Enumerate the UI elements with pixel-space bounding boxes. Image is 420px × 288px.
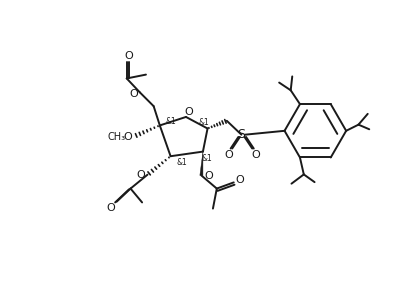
Text: &1: &1: [177, 158, 187, 167]
Text: O: O: [124, 132, 133, 142]
Text: O: O: [136, 170, 145, 181]
Text: O: O: [129, 89, 138, 99]
Text: O: O: [106, 203, 115, 213]
Text: S: S: [237, 128, 245, 141]
Text: &1: &1: [198, 118, 209, 127]
Text: CH₃: CH₃: [108, 132, 126, 142]
Text: O: O: [204, 171, 213, 181]
Text: O: O: [125, 51, 134, 61]
Polygon shape: [200, 151, 203, 176]
Text: O: O: [252, 150, 260, 160]
Text: O: O: [224, 150, 233, 160]
Text: O: O: [236, 175, 244, 185]
Text: &1: &1: [166, 117, 177, 126]
Text: &1: &1: [202, 154, 212, 163]
Text: O: O: [184, 107, 193, 117]
